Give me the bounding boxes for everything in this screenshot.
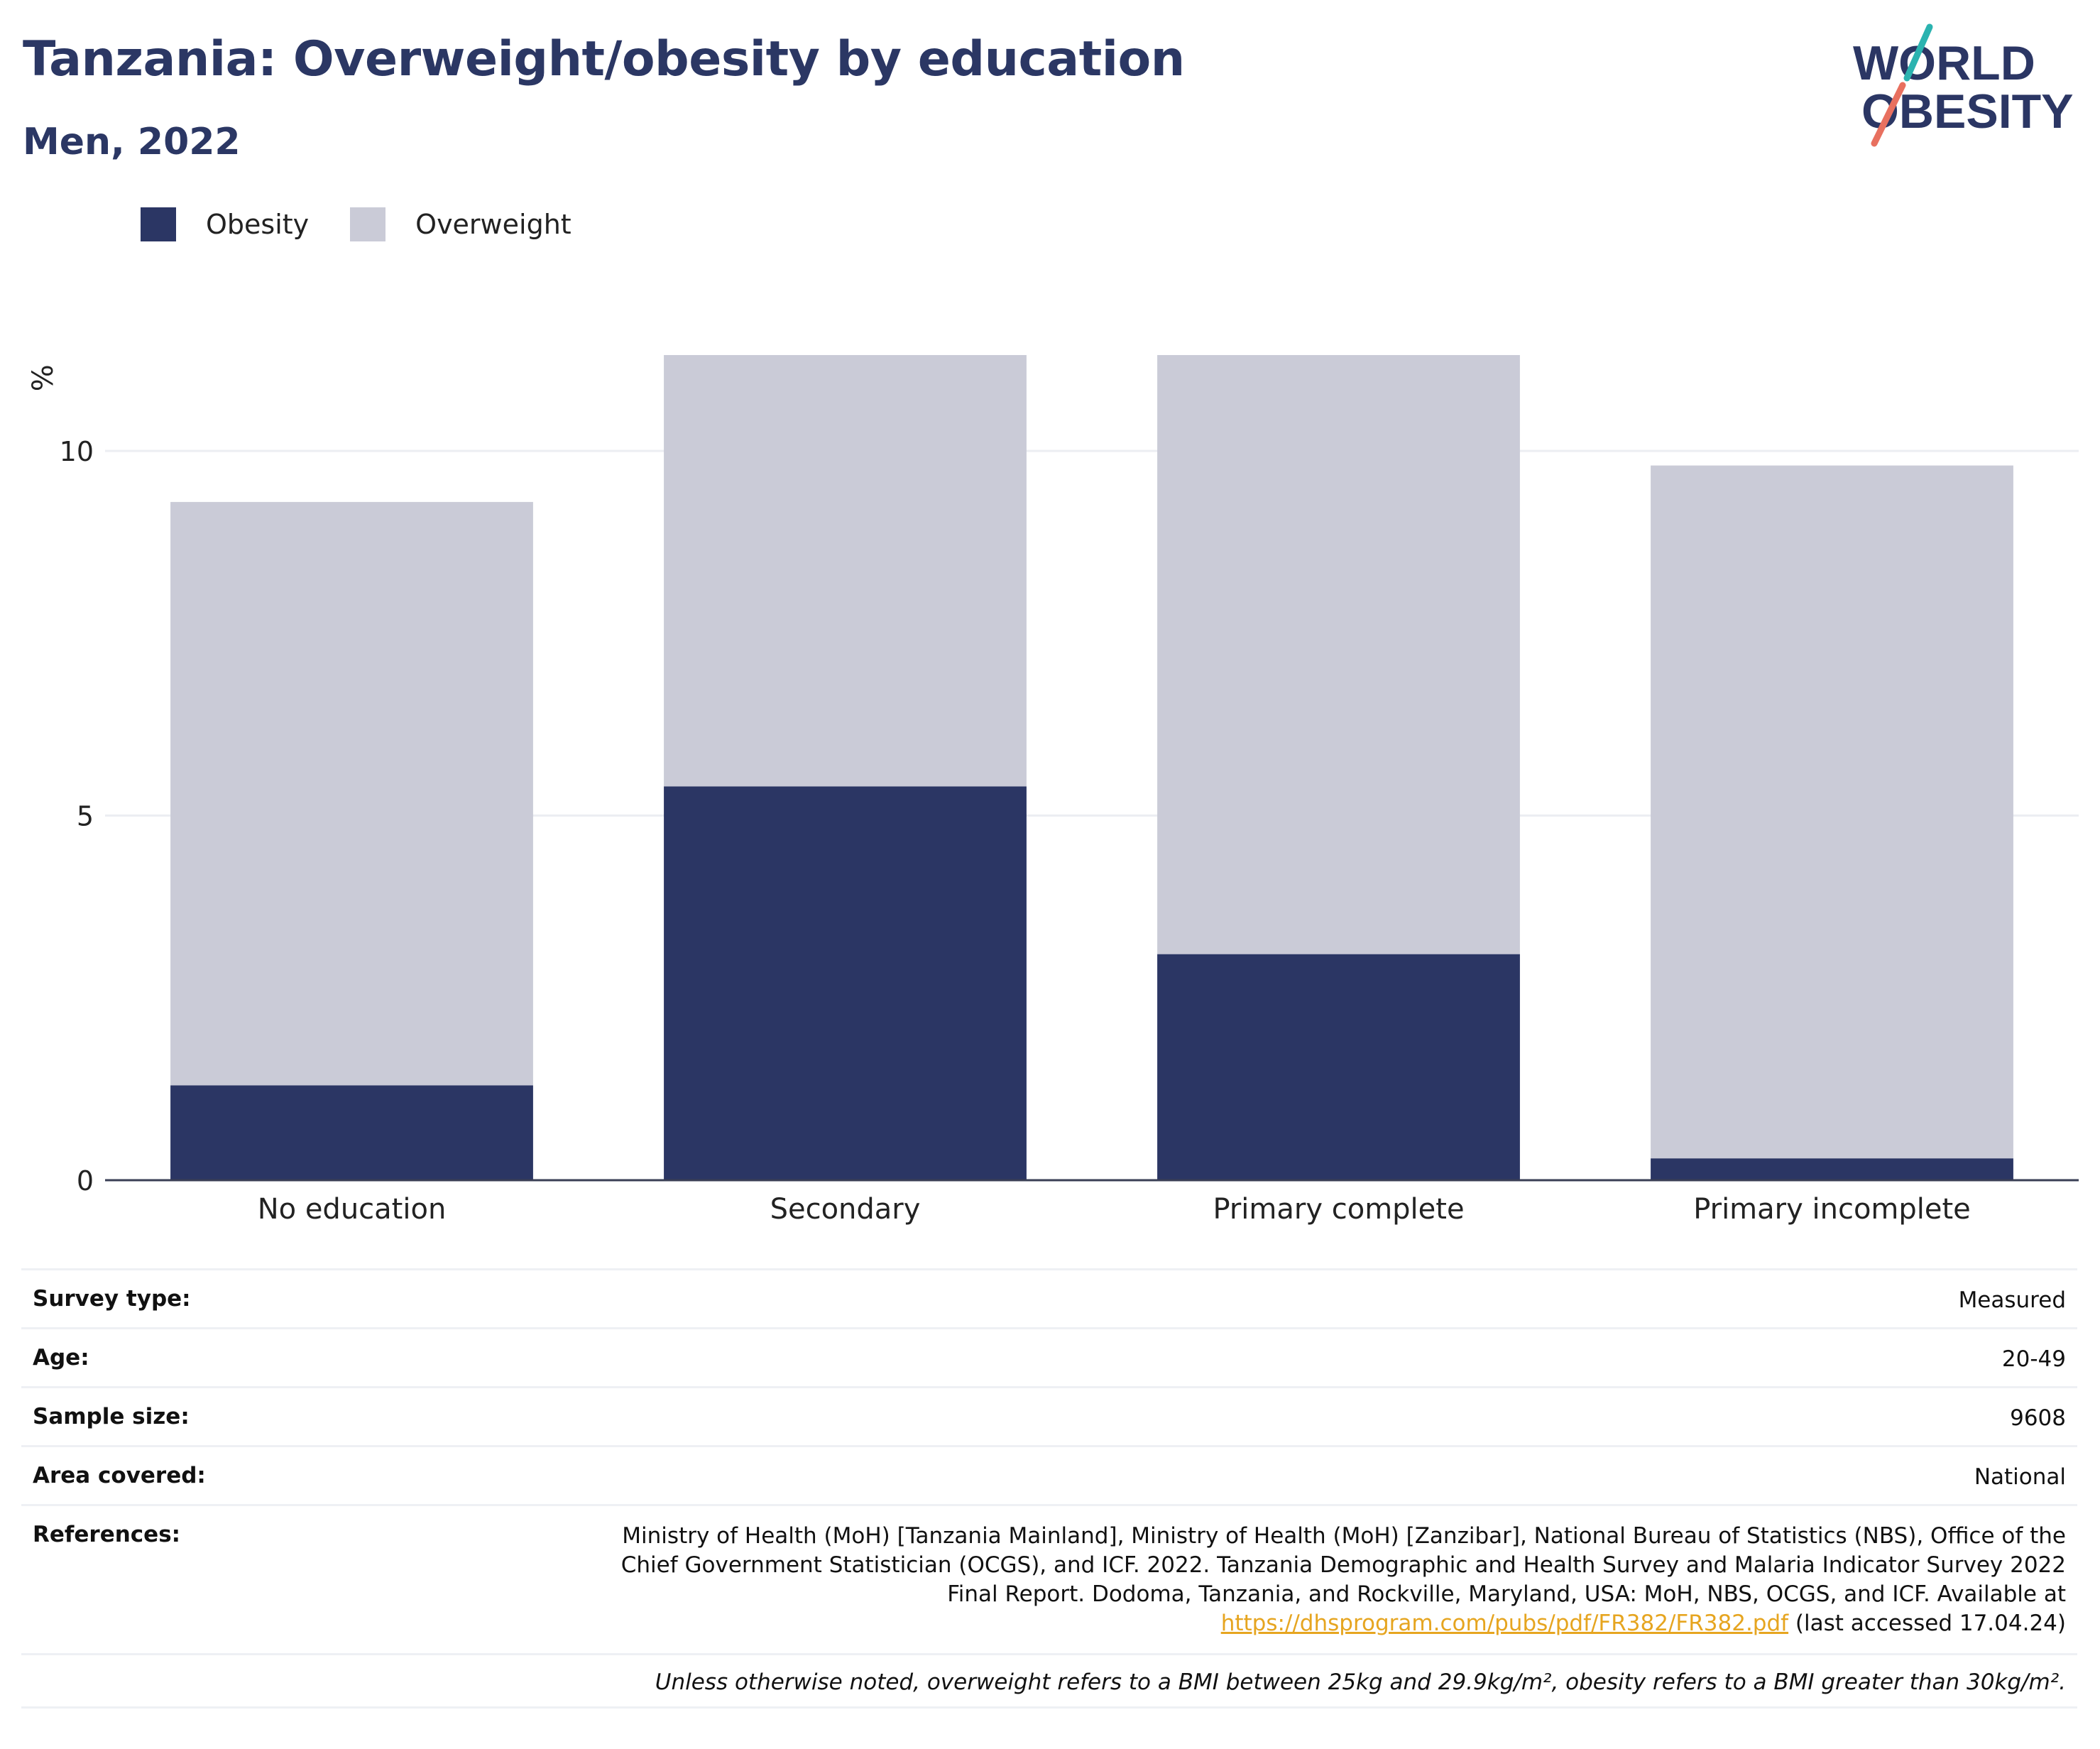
legend-item-overweight[interactable]: Overweight: [350, 207, 572, 241]
x-tick-label: Secondary: [770, 1193, 921, 1226]
legend-label-obesity: Obesity: [206, 209, 310, 240]
y-tick-label: 0: [77, 1165, 94, 1197]
survey-details-table: Survey type: Measured Age: 20-49 Sample …: [21, 1268, 2077, 1709]
bar-overweight-3: [1651, 465, 2013, 1159]
y-tick-label: 10: [60, 436, 94, 467]
bar-overweight-0: [170, 501, 533, 1086]
bar-obesity-2: [1157, 954, 1520, 1180]
logo-text-world: WORLD: [1853, 36, 2035, 90]
area-covered-label: Area covered:: [33, 1463, 206, 1488]
legend-swatch-obesity: [141, 207, 176, 241]
chart-title: Tanzania: Overweight/obesity by educatio…: [23, 31, 1185, 87]
survey-type-value: Measured: [1958, 1287, 2066, 1313]
sample-size-label: Sample size:: [33, 1404, 190, 1429]
x-tick-label: Primary complete: [1213, 1193, 1464, 1226]
bar-obesity-1: [664, 786, 1027, 1180]
legend-label-overweight: Overweight: [415, 209, 572, 240]
bmi-definition-text: Unless otherwise noted, overweight refer…: [655, 1669, 2066, 1695]
references-access-note: (last accessed 17.04.24): [1788, 1611, 2066, 1636]
sample-size-row: Sample size: 9608: [21, 1386, 2077, 1445]
references-value: Ministry of Health (MoH) [Tanzania Mainl…: [554, 1522, 2066, 1638]
survey-type-row: Survey type: Measured: [21, 1268, 2077, 1327]
area-covered-row: Area covered: National: [21, 1445, 2077, 1504]
bar-obesity-3: [1651, 1158, 2013, 1180]
references-line-2: Chief Government Statistician (OCGS), an…: [620, 1552, 2066, 1578]
references-line-1: Ministry of Health (MoH) [Tanzania Mainl…: [622, 1523, 2066, 1549]
age-row: Age: 20-49: [21, 1327, 2077, 1386]
references-label: References:: [33, 1522, 181, 1547]
chart-legend: Obesity Overweight: [141, 207, 613, 241]
bmi-definition-note: Unless otherwise noted, overweight refer…: [21, 1653, 2077, 1709]
bar-obesity-0: [170, 1085, 533, 1180]
legend-item-obesity[interactable]: Obesity: [141, 207, 309, 241]
chart-subtitle: Men, 2022: [23, 121, 241, 163]
area-covered-value: National: [1974, 1464, 2066, 1490]
references-line-3: Final Report. Dodoma, Tanzania, and Rock…: [947, 1581, 2066, 1607]
bar-overweight-2: [1157, 355, 1520, 954]
world-obesity-logo: WORLD OBESITY: [1853, 23, 2074, 147]
references-line-4: https://dhsprogram.com/pubs/pdf/FR382/FR…: [554, 1609, 2066, 1638]
logo-slash-coral: [1871, 82, 1906, 147]
bar-overweight-1: [664, 355, 1027, 787]
y-tick-label: 5: [77, 801, 94, 832]
references-link[interactable]: https://dhsprogram.com/pubs/pdf/FR382/FR…: [1220, 1611, 1789, 1636]
legend-swatch-overweight: [350, 207, 386, 241]
survey-type-label: Survey type:: [33, 1286, 191, 1312]
references-row: References: Ministry of Health (MoH) [Ta…: [21, 1504, 2077, 1653]
logo-slash-teal: [1903, 23, 1933, 82]
sample-size-value: 9608: [2010, 1405, 2066, 1431]
x-tick-label: No education: [258, 1193, 447, 1226]
age-label: Age:: [33, 1345, 89, 1371]
y-axis-label: %: [27, 364, 60, 391]
x-tick-label: Primary incomplete: [1693, 1193, 1971, 1226]
age-value: 20-49: [2001, 1346, 2066, 1372]
